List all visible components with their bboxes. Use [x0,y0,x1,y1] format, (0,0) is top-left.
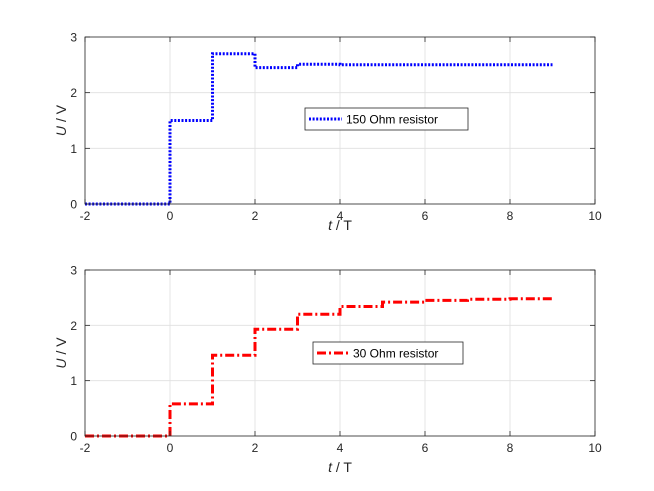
x-tick-label: 6 [422,209,429,223]
x-tick-label: 2 [252,441,259,455]
x-tick-label: 4 [337,441,344,455]
x-axis-label: t / T [328,217,352,233]
legend: 150 Ohm resistor [304,107,469,131]
legend-label: 150 Ohm resistor [346,113,438,127]
x-tick-label: 10 [588,441,602,455]
y-tick-label: 2 [70,319,77,333]
legend-box [312,341,464,365]
x-tick-label: 6 [422,441,429,455]
x-axis-label: t / T [328,459,352,475]
x-tick-label: 2 [252,209,259,223]
y-tick-label: 1 [70,374,77,388]
x-tick-label: -2 [80,209,91,223]
series-layer [85,297,554,438]
x-tick-label: -2 [80,441,91,455]
legend-box [304,107,469,131]
x-tick-label: 8 [507,209,514,223]
legend-label: 30 Ohm resistor [353,347,438,361]
y-tick-label: 3 [70,31,77,45]
x-tick-label: 0 [167,209,174,223]
x-tick-label: 4 [337,209,344,223]
x-tick-label: 10 [588,209,602,223]
x-tick-label: 0 [167,441,174,455]
x-tick-label: 8 [507,441,514,455]
y-tick-label: 3 [70,264,77,278]
y-axis-label: U / V [53,104,69,136]
y-tick-label: 1 [70,142,77,156]
series-layer [85,52,553,206]
series-line [85,297,554,438]
series-line [85,52,553,206]
y-axis-label: U / V [53,337,69,369]
legend: 30 Ohm resistor [312,341,464,365]
y-tick-label: 0 [70,198,77,212]
y-tick-label: 2 [70,86,77,100]
y-tick-label: 0 [70,430,77,444]
